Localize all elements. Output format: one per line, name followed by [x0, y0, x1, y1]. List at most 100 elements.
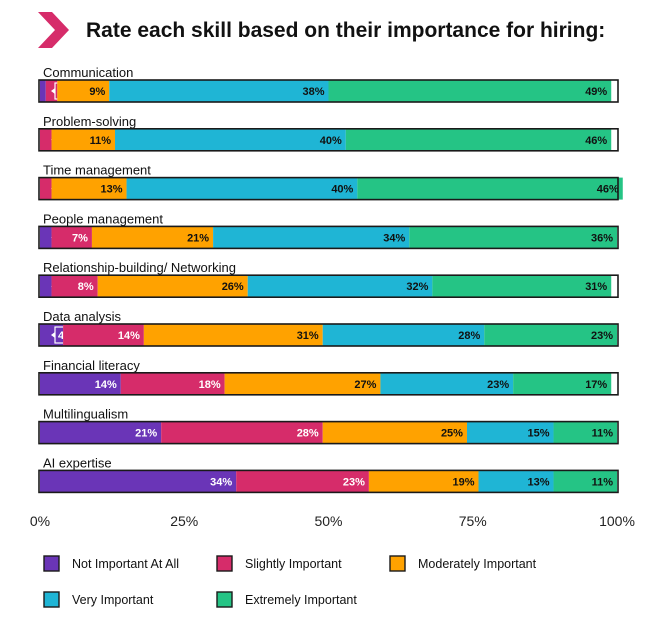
bar-segment: [40, 470, 237, 493]
category-label: Relationship-building/ Networking: [43, 260, 236, 275]
data-label: 13%: [101, 184, 123, 196]
data-label: 28%: [458, 330, 480, 342]
data-label: 31%: [585, 281, 607, 293]
bar-segment: [478, 470, 554, 493]
chevron-icon: [38, 12, 69, 48]
data-label: 32%: [406, 281, 428, 293]
legend-swatch: [43, 555, 60, 572]
data-label: 46%: [597, 184, 619, 196]
data-label: 8%: [78, 281, 94, 293]
data-label: 13%: [527, 476, 549, 488]
legend-swatch: [389, 555, 406, 572]
legend-item: Extremely Important: [216, 591, 357, 608]
data-label: 14%: [95, 379, 117, 391]
category-label: Financial literacy: [43, 358, 140, 373]
bar-outline: [38, 79, 619, 103]
data-label: 21%: [135, 428, 157, 440]
legend-label: Moderately Important: [418, 557, 537, 571]
bar-segment: [345, 128, 612, 151]
bar-segment: [368, 470, 479, 493]
legend-label: Very Important: [72, 593, 154, 607]
data-label: 26%: [222, 281, 244, 293]
x-tick-label: 0%: [30, 513, 50, 529]
bar-segment: [322, 421, 467, 444]
category-label: People management: [43, 211, 163, 226]
bar-segment: [97, 275, 248, 298]
category-label: Time management: [43, 163, 151, 178]
bar-segment: [553, 470, 617, 493]
bar-segment: [115, 128, 346, 151]
data-label: 40%: [320, 135, 342, 147]
data-label: 34%: [383, 232, 405, 244]
data-label: 17%: [585, 379, 607, 391]
legend-item: Not Important At All: [43, 555, 179, 572]
data-label: 11%: [592, 476, 614, 488]
x-tick-label: 100%: [599, 513, 635, 529]
bar-outline: [38, 469, 619, 494]
bar-segment: [484, 324, 617, 346]
data-label: 31%: [297, 330, 319, 342]
data-label: 18%: [199, 379, 221, 391]
x-tick-label: 50%: [314, 513, 342, 529]
data-label: 46%: [585, 135, 607, 147]
data-label: 23%: [343, 476, 365, 488]
data-label: 34%: [210, 476, 232, 488]
bar-row: Multilingualism 21% 28% 25% 15% 11%: [38, 407, 619, 445]
bar-segment: [466, 421, 554, 444]
bar-segment: [357, 177, 623, 200]
bar-segment: [513, 372, 612, 395]
bar-rows: Communication2%9%38%49%Problem-solving2%…: [38, 65, 623, 494]
bar-segment: [51, 226, 92, 249]
bar-segment: [40, 226, 52, 249]
bar-segment: [40, 275, 52, 298]
legend-label: Extremely Important: [245, 593, 357, 607]
legend-label: Not Important At All: [72, 557, 179, 571]
data-label: 14%: [118, 330, 140, 342]
bar-row: Relationship-building/ Networking2%8%26%…: [38, 260, 619, 299]
bar-outline: [38, 371, 619, 396]
data-label: 23%: [487, 379, 509, 391]
bar-row: Problem-solving2%11%40%46%: [38, 114, 619, 152]
bar-segment: [409, 226, 617, 249]
x-axis: 0% 25% 50% 75% 100%: [30, 513, 635, 529]
data-label: 27%: [354, 379, 376, 391]
data-label: 19%: [452, 476, 474, 488]
bar-outline: [38, 176, 619, 201]
bar-row: People management2%7%21%34%36%: [38, 211, 619, 250]
bar-segment: [322, 324, 485, 346]
legend-swatch: [216, 591, 233, 608]
data-label: 36%: [591, 232, 613, 244]
bar-segment: [432, 275, 612, 298]
bar-outline: [38, 128, 619, 152]
bar-outline: [38, 274, 619, 299]
legend-swatch: [216, 555, 233, 572]
legend-item: Moderately Important: [389, 555, 537, 572]
category-label: Problem-solving: [43, 114, 136, 129]
bar-segment: [63, 324, 144, 346]
data-label: 9%: [89, 86, 105, 98]
bar-outline: [38, 420, 619, 445]
bar-segment: [40, 372, 121, 395]
bar-segment: [40, 421, 162, 444]
data-label: 7%: [72, 232, 88, 244]
bar-segment: [224, 372, 381, 395]
category-label: Communication: [43, 65, 133, 80]
legend: Not Important At All Slightly Important Mo…: [43, 555, 537, 608]
bar-segment: [51, 128, 116, 151]
bar-segment: [109, 80, 329, 102]
bar-segment: [143, 324, 323, 346]
legend-item: Slightly Important: [216, 555, 342, 572]
bar-outline: [38, 225, 619, 250]
bar-segment: [120, 372, 225, 395]
data-label: 40%: [331, 184, 353, 196]
bar-segment: [328, 80, 612, 102]
bar-row: Communication2%9%38%49%: [38, 65, 619, 103]
bar-row: Financial literacy 14% 18% 27% 23% 17%: [38, 358, 619, 396]
callout-pointer: [51, 88, 55, 94]
bar-segment: [40, 177, 52, 200]
data-label: 49%: [585, 86, 607, 98]
bar-segment: [553, 421, 617, 444]
chart-title: Rate each skill based on their importanc…: [86, 19, 605, 42]
legend-item: Very Important: [43, 591, 154, 608]
data-label: 11%: [90, 135, 112, 147]
